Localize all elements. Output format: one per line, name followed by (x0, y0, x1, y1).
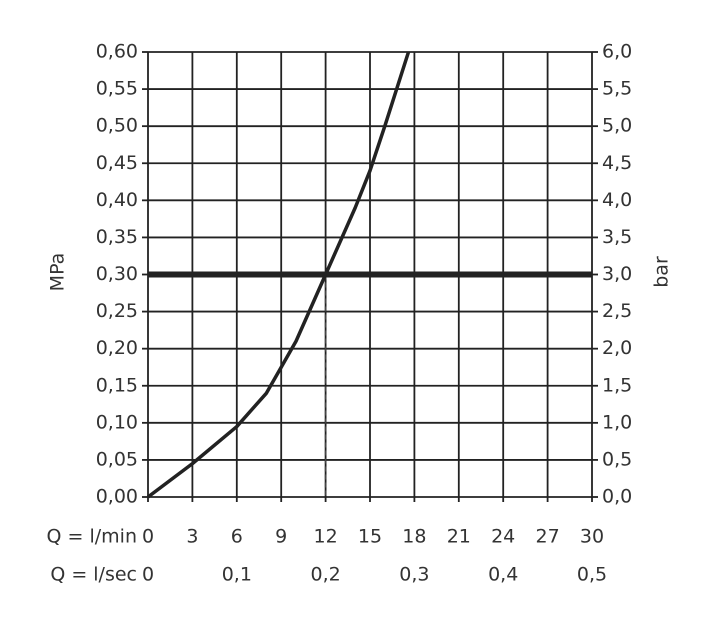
y2-tick-label: 3,5 (602, 226, 632, 248)
curve (146, 51, 411, 499)
x2-tick-label: 0,5 (577, 564, 607, 586)
y2-tick-label: 0,5 (602, 448, 632, 470)
x-tick-label: 6 (231, 526, 243, 548)
y2-tick-label: 2,0 (602, 337, 632, 359)
y-tick-label: 0,60 (96, 41, 138, 63)
y-tick-label: 0,30 (96, 263, 138, 285)
x2-tick-label: 0,1 (222, 564, 252, 586)
x-tick-label: 12 (314, 526, 338, 548)
y2-tick-label: 4,5 (602, 152, 632, 174)
y2-tick-label: 2,5 (602, 300, 632, 322)
x-axis-label: Q = l/min (47, 526, 137, 548)
y-axis-label: MPa (47, 253, 69, 292)
y-tick-label: 0,50 (96, 115, 138, 137)
x2-tick-label: 0,2 (310, 564, 340, 586)
x-tick-label: 18 (402, 526, 426, 548)
x-tick-label: 9 (275, 526, 287, 548)
y-tick-label: 0,40 (96, 189, 138, 211)
x2-tick-label: 0 (142, 564, 154, 586)
x2-tick-label: 0,4 (488, 564, 518, 586)
y-tick-label: 0,20 (96, 337, 138, 359)
x-tick-label: 21 (447, 526, 471, 548)
x2-tick-label: 0,3 (399, 564, 429, 586)
x-tick-label: 30 (580, 526, 604, 548)
x-tick-label: 27 (536, 526, 560, 548)
y2-tick-label: 1,5 (602, 374, 632, 396)
y-tick-label: 0,45 (96, 152, 138, 174)
x-tick-label: 3 (186, 526, 198, 548)
y-tick-label: 0,05 (96, 448, 138, 470)
y2-tick-label: 3,0 (602, 263, 632, 285)
x-tick-label: 0 (142, 526, 154, 548)
y2-axis-label: bar (651, 256, 673, 288)
y2-tick-label: 0,0 (602, 486, 632, 508)
y2-tick-label: 6,0 (602, 41, 632, 63)
y-tick-label: 0,15 (96, 374, 138, 396)
y-tick-label: 0,25 (96, 300, 138, 322)
y2-tick-label: 4,0 (602, 189, 632, 211)
y-tick-label: 0,35 (96, 226, 138, 248)
y2-tick-label: 5,5 (602, 78, 632, 100)
y2-tick-label: 1,0 (602, 411, 632, 433)
y-tick-label: 0,00 (96, 486, 138, 508)
y-tick-label: 0,55 (96, 78, 138, 100)
y-tick-label: 0,10 (96, 411, 138, 433)
y2-tick-label: 5,0 (602, 115, 632, 137)
x-tick-label: 24 (491, 526, 515, 548)
x2-axis-label: Q = l/sec (50, 564, 137, 586)
x-tick-label: 15 (358, 526, 382, 548)
